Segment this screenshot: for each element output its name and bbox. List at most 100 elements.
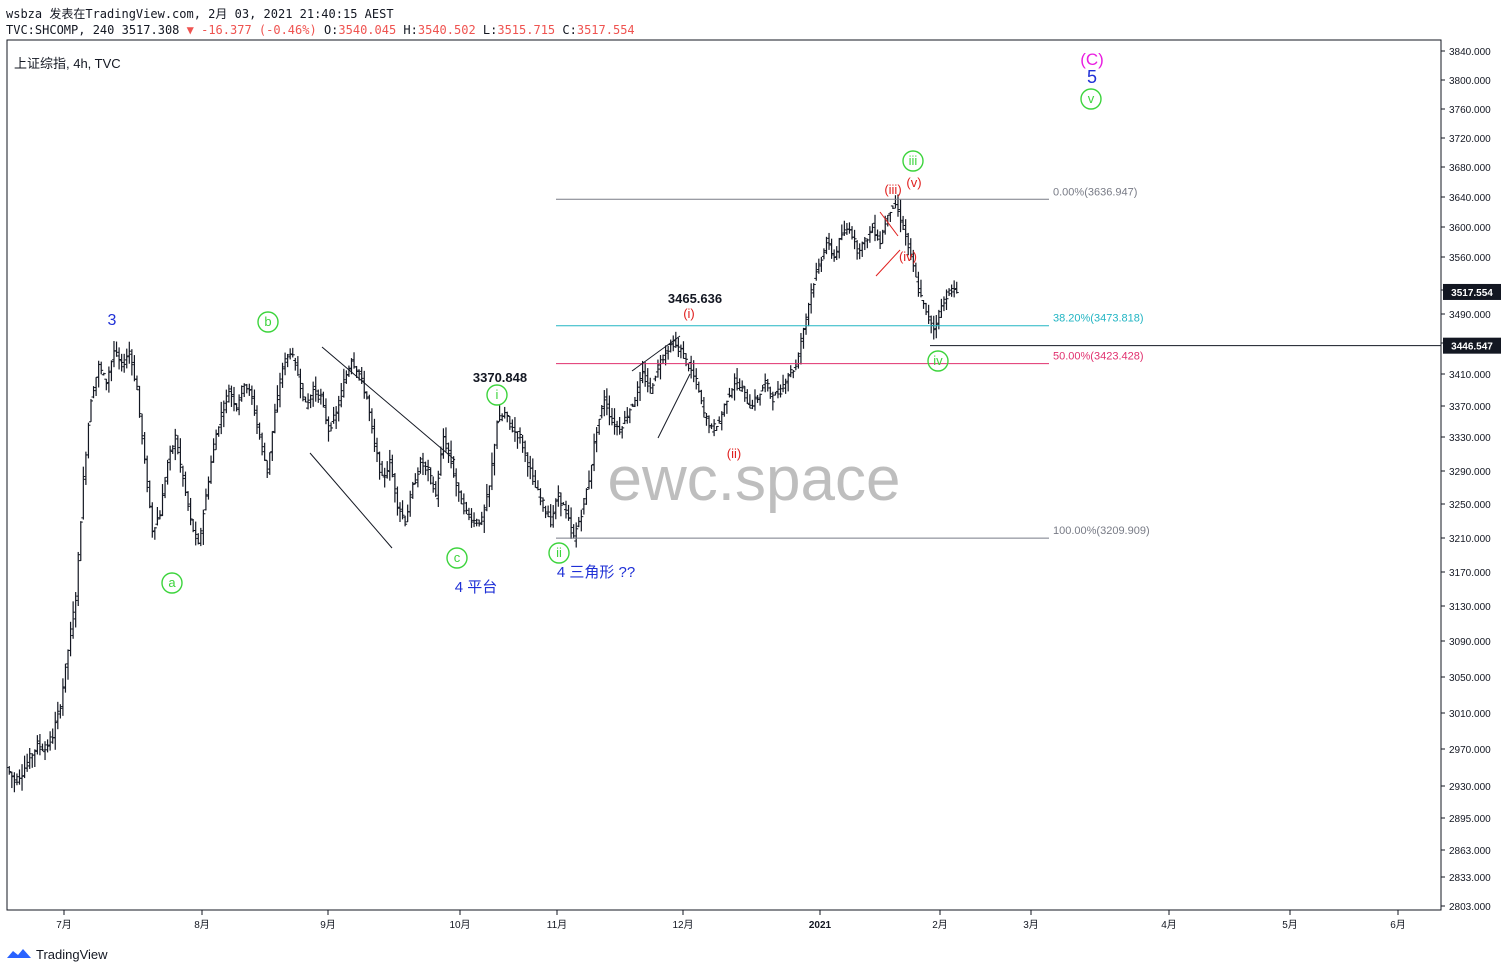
price-tick-label: 2833.000 <box>1449 873 1491 884</box>
price-annotation: 3370.848 <box>473 370 527 385</box>
ohlc-legend: TVC:SHCOMP, 240 3517.308 ▼ -16.377 (-0.4… <box>6 23 635 37</box>
price-tag <box>1443 283 1501 300</box>
price-tick-label: 2930.000 <box>1449 782 1491 793</box>
wave-label-green: b <box>264 314 271 329</box>
fib-level-label: 100.00%(3209.909) <box>1053 525 1150 537</box>
trendline <box>879 211 899 237</box>
time-tick-label: 5月 <box>1282 919 1298 931</box>
wave-circle <box>446 547 468 569</box>
wave-circle <box>161 572 183 594</box>
price-tick-label: 3760.000 <box>1449 105 1491 116</box>
price-tick-label: 3720.000 <box>1449 134 1491 145</box>
time-tick-label: 2021 <box>809 920 832 931</box>
wave-label-blue: 4 三角形 ?? <box>557 564 635 581</box>
wave-label-red: (iii) <box>884 182 901 197</box>
price-tick-label: 3560.000 <box>1449 253 1491 264</box>
high-label: H: <box>403 23 418 37</box>
change: -16.377 (-0.46%) <box>201 23 317 37</box>
time-tick-label: 10月 <box>449 919 470 931</box>
fib-level-label: 50.00%(3423.428) <box>1053 351 1144 363</box>
wave-label-green: i <box>496 387 499 402</box>
time-tick-label: 9月 <box>320 919 336 931</box>
price-tick-label: 3010.000 <box>1449 709 1491 720</box>
time-tick-label: 4月 <box>1161 919 1177 931</box>
trendline <box>309 452 393 549</box>
price-tick-label: 3250.000 <box>1449 500 1491 511</box>
wave-label-blue: 5 <box>1087 67 1097 87</box>
price-annotation: 3465.636 <box>668 291 722 306</box>
close-label: C: <box>562 23 577 37</box>
publish-info: wsbza 发表在TradingView.com, 2月 03, 2021 21… <box>6 7 394 21</box>
close-value: 3517.554 <box>576 23 635 37</box>
trendline <box>657 373 691 439</box>
price-tick-label: 3050.000 <box>1449 673 1491 684</box>
price-tick-label: 3640.000 <box>1449 193 1491 204</box>
trendline <box>321 346 456 461</box>
time-tick-label: 6月 <box>1390 919 1406 931</box>
time-tick-label: 8月 <box>194 919 210 931</box>
price-tick-label: 2895.000 <box>1449 814 1491 825</box>
down-triangle-icon: ▼ <box>186 23 194 37</box>
wave-label-green: c <box>454 550 461 565</box>
time-tick-label: 12月 <box>672 919 693 931</box>
trendline <box>875 249 901 277</box>
low-label: L: <box>482 23 498 37</box>
fib-level-label: 0.00%(3636.947) <box>1053 186 1137 198</box>
symbol: TVC:SHCOMP, 240 <box>6 23 115 37</box>
open-value: 3540.045 <box>338 23 397 37</box>
price-tag <box>1443 337 1501 354</box>
branding-text: TradingView <box>36 946 108 962</box>
wave-circle <box>548 542 570 564</box>
price-tick-label: 3130.000 <box>1449 602 1491 613</box>
low-value: 3515.715 <box>497 23 556 37</box>
tradingview-icon <box>7 949 31 958</box>
high-value: 3540.502 <box>417 23 476 37</box>
wave-label-magenta: (C) <box>1080 50 1104 69</box>
fib-level-label: 38.20%(3473.818) <box>1053 313 1144 325</box>
wave-circle <box>927 350 949 372</box>
wave-label-green: iii <box>909 153 918 168</box>
price-tick-label: 3370.000 <box>1449 402 1491 413</box>
trendline <box>631 335 681 372</box>
price-tick-label: 3410.000 <box>1449 370 1491 381</box>
time-tick-label: 7月 <box>56 919 72 931</box>
price-tick-label: 3290.000 <box>1449 467 1491 478</box>
price-tick-label: 3090.000 <box>1449 637 1491 648</box>
price-tick-label: 3680.000 <box>1449 163 1491 174</box>
wave-circle <box>486 384 508 406</box>
wave-label-green: v <box>1088 91 1095 106</box>
price-tick-label: 3800.000 <box>1449 76 1491 87</box>
ohlc-bars <box>7 194 959 793</box>
wave-label-red: (iv) <box>899 249 917 264</box>
price-tick-label: 3170.000 <box>1449 568 1491 579</box>
price-tick-label: 3840.000 <box>1449 47 1491 58</box>
wave-label-blue: 4 平台 <box>455 579 498 596</box>
price-tag-label: 3446.547 <box>1451 342 1493 353</box>
price-tick-label: 3490.000 <box>1449 310 1491 321</box>
fib-retracement[interactable]: 0.00%(3636.947) 38.20%(3473.818) 50.00%(34… <box>556 186 1441 539</box>
price-tick-label: 3210.000 <box>1449 534 1491 545</box>
time-axis[interactable]: 7月 8月 9月 10月 11月 12月 2021 2月 3月 4月 5月 6月 <box>56 910 1406 931</box>
wave-label-blue: 3 <box>108 312 117 329</box>
trendlines <box>309 211 901 549</box>
price-tick-label: 3600.000 <box>1449 223 1491 234</box>
open-label: O: <box>323 23 339 37</box>
price-tick-label: 2803.000 <box>1449 902 1491 913</box>
wave-label-green: ii <box>556 545 562 560</box>
price-tick-label: 3330.000 <box>1449 433 1491 444</box>
last-price: 3517.308 <box>121 23 180 37</box>
price-tick-label: 2970.000 <box>1449 745 1491 756</box>
chart-title: 上证综指, 4h, TVC <box>14 56 121 71</box>
time-tick-label: 3月 <box>1023 919 1039 931</box>
watermark: ewc.space <box>608 445 901 514</box>
wave-label-green: a <box>168 575 176 590</box>
price-tag-label: 3517.554 <box>1451 288 1493 299</box>
wave-circle <box>902 150 924 172</box>
wave-label-green: iv <box>933 353 943 368</box>
tradingview-logo[interactable]: TradingView <box>6 946 108 962</box>
price-axis[interactable]: 3840.000 3800.000 3760.000 3720.000 3680.000… <box>1441 47 1501 913</box>
wave-circle <box>1080 88 1102 110</box>
wave-circle <box>257 311 279 333</box>
